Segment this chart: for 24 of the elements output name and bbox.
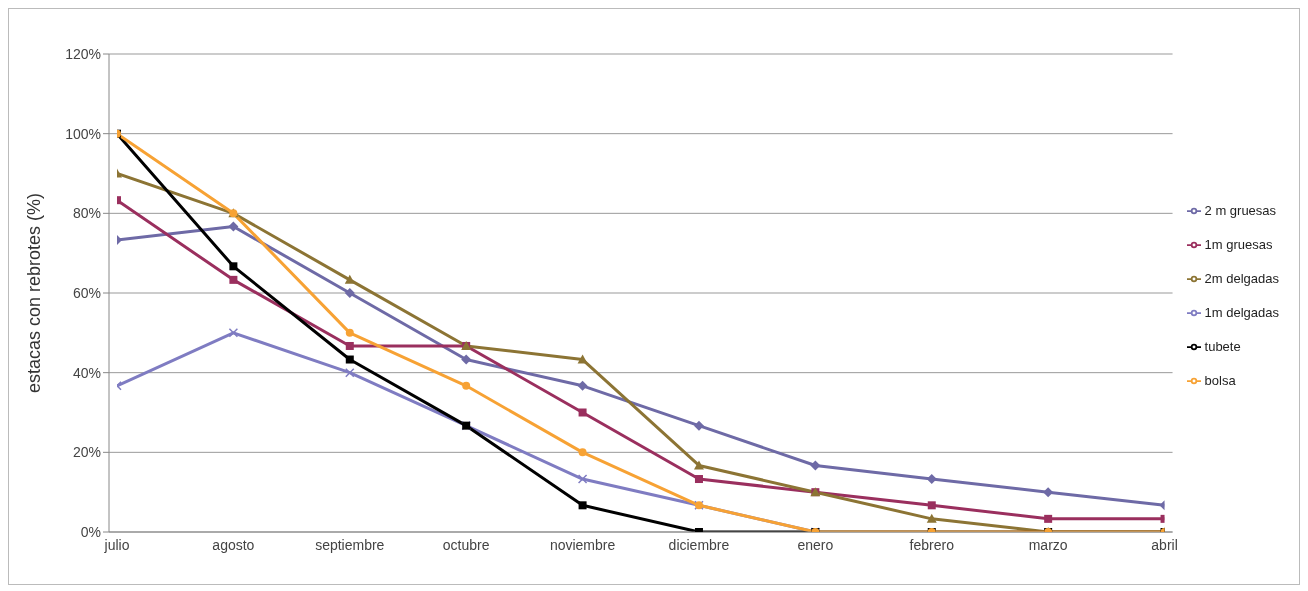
x-tick-label: enero <box>797 536 834 553</box>
legend-label: 1m delgadas <box>1204 304 1279 320</box>
y-tick-label: 80% <box>72 205 101 222</box>
y-axis-title: estacas con rebrotes (%) <box>24 192 45 394</box>
legend-label: 1m gruesas <box>1204 236 1273 252</box>
y-tick-label: 20% <box>72 444 101 461</box>
x-tick-label: agosto <box>212 536 255 553</box>
legend-label: bolsa <box>1204 372 1236 388</box>
legend-label: 2m delgadas <box>1204 270 1279 286</box>
x-tick-label: febrero <box>909 536 955 553</box>
y-tick-label: 100% <box>65 125 101 142</box>
x-tick-label: abril <box>1151 536 1178 553</box>
legend-label: tubete <box>1204 338 1241 354</box>
legend-label: 2 m gruesas <box>1204 202 1277 218</box>
x-tick-label: octubre <box>442 536 490 553</box>
x-tick-label: diciembre <box>668 536 730 553</box>
x-tick-label: marzo <box>1028 536 1068 553</box>
y-tick-label: 120% <box>65 45 101 62</box>
y-tick-label: 40% <box>72 364 101 381</box>
y-tick-label: 0% <box>80 523 101 540</box>
x-tick-label: septiembre <box>315 536 385 553</box>
x-tick-label: noviembre <box>549 536 616 553</box>
y-tick-label: 60% <box>72 284 101 301</box>
x-tick-label: julio <box>103 536 130 553</box>
